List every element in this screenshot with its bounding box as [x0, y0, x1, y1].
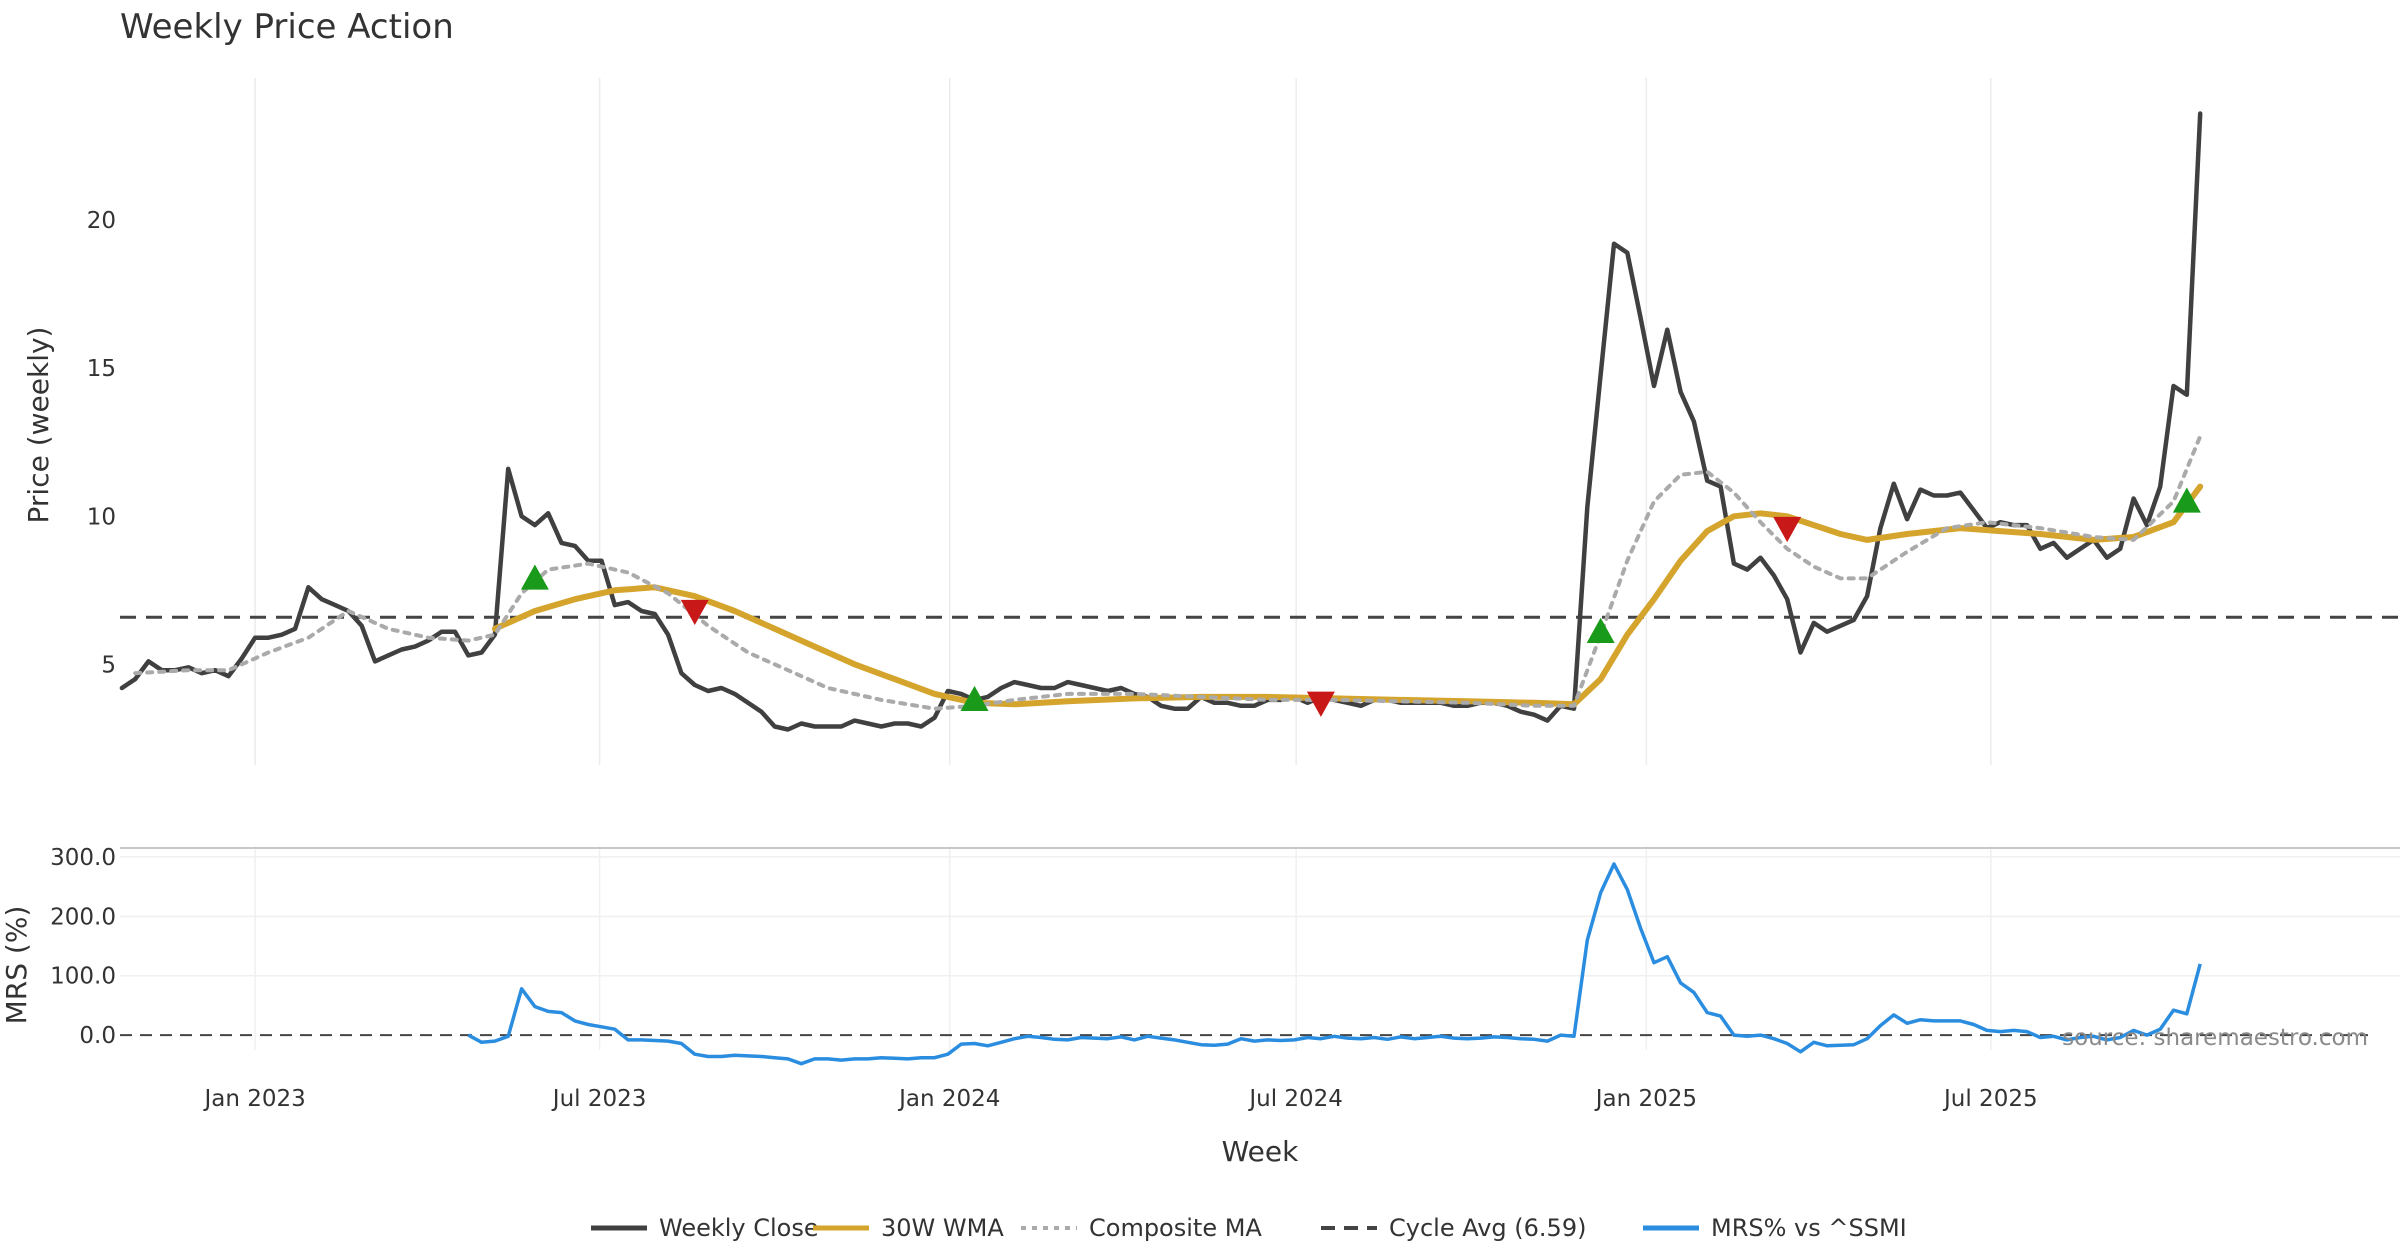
x-axis-title: Week: [1222, 1135, 1299, 1168]
legend-item: Cycle Avg (6.59): [1321, 1214, 1586, 1242]
buy-signal-marker: [520, 564, 549, 590]
chart-title: Weekly Price Action: [120, 7, 454, 47]
composite-ma-line: [133, 434, 2203, 711]
legend-item: MRS% vs ^SSMI: [1643, 1214, 1907, 1242]
x-tick-label: Jul 2023: [551, 1086, 647, 1112]
mrs-y-tick-label: 200.0: [50, 904, 116, 930]
sell-signal-marker: [1306, 691, 1335, 717]
mrs-y-tick-label: 300.0: [50, 845, 116, 871]
legend-label: Weekly Close: [659, 1214, 819, 1242]
legend-label: Composite MA: [1089, 1214, 1262, 1242]
mrs-y-tick-label: 0.0: [79, 1023, 116, 1049]
mrs-series-line: [467, 862, 2202, 1066]
price-y-tick-label: 5: [101, 652, 116, 678]
x-tick-label: Jul 2025: [1942, 1086, 2038, 1112]
source-attribution: source: sharemaestro.com: [2062, 1025, 2368, 1051]
signal-markers: [520, 487, 2201, 717]
buy-signal-marker: [960, 685, 989, 712]
legend: Weekly Close 30W WMA Composite MA Cycle Avg…: [591, 1214, 1907, 1242]
price-y-tick-label: 20: [87, 208, 116, 234]
x-tick-label: Jan 2025: [1594, 1086, 1697, 1112]
mrs-y-tick-label: 100.0: [50, 964, 116, 990]
legend-label: 30W WMA: [881, 1214, 1004, 1242]
x-tick-label: Jan 2023: [202, 1086, 305, 1112]
legend-label: Cycle Avg (6.59): [1389, 1214, 1586, 1242]
mrs-y-ticks: 0.0 100.0 200.0 300.0: [50, 845, 116, 1049]
legend-item: Weekly Close: [591, 1214, 819, 1242]
mrs-grid: [120, 846, 2400, 1050]
x-tick-label: Jul 2024: [1247, 1086, 1343, 1112]
mrs-y-axis-title: MRS (%): [0, 906, 33, 1025]
weekly-close-line: [119, 111, 2203, 732]
legend-item: 30W WMA: [813, 1214, 1004, 1242]
wma-30w-line: [491, 483, 2204, 708]
price-y-tick-label: 10: [87, 504, 116, 530]
sell-signal-marker: [680, 599, 709, 626]
sell-signal-marker: [1773, 516, 1802, 543]
buy-signal-marker: [1586, 617, 1615, 643]
x-tick-label: Jan 2024: [897, 1086, 1000, 1112]
price-y-ticks: 5 10 15 20: [87, 208, 116, 678]
legend-item: Composite MA: [1021, 1214, 1262, 1242]
price-grid: [254, 78, 1992, 765]
price-y-axis-title: Price (weekly): [22, 327, 55, 524]
price-series: [119, 111, 2204, 732]
price-y-tick-label: 15: [87, 356, 116, 382]
x-ticks: Jan 2023 Jul 2023 Jan 2024 Jul 2024 Jan 2025…: [202, 1086, 2037, 1112]
legend-label: MRS% vs ^SSMI: [1711, 1214, 1907, 1242]
buy-signal-marker: [2172, 487, 2201, 513]
